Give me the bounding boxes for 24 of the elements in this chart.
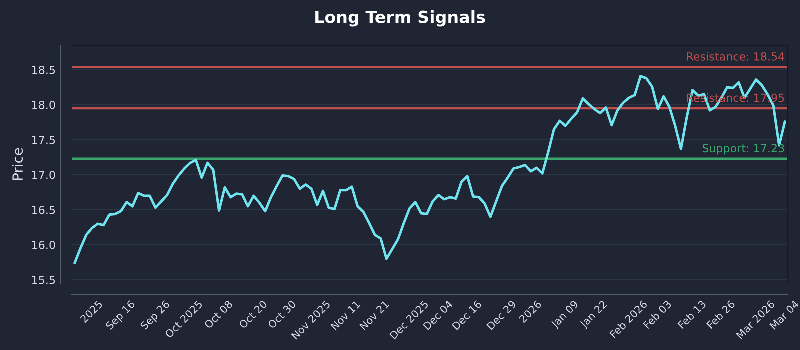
x-tick-label: Nov 11 bbox=[330, 300, 361, 331]
chart-title: Long Term Signals bbox=[316, 10, 486, 27]
x-tick-label: Dec 16 bbox=[452, 300, 482, 330]
x-tick-label: Dec 29 bbox=[486, 300, 517, 330]
x-tick-label: Jan 22 bbox=[579, 300, 609, 330]
x-tick-label: Nov 21 bbox=[359, 300, 390, 331]
x-tick-label: Oct 30 bbox=[268, 300, 297, 330]
x-tick-label: Jan 09 bbox=[550, 300, 580, 330]
y-axis-title: Price bbox=[12, 148, 24, 180]
y-tick-label: 18.0 bbox=[32, 100, 56, 110]
line-series bbox=[74, 75, 786, 264]
ref-line-label: Resistance: 18.54 bbox=[687, 52, 784, 61]
x-tick-label: Feb 26 bbox=[706, 300, 736, 330]
ref-line-label: Support: 17.23 bbox=[702, 144, 784, 155]
y-tick-label: 18.5 bbox=[32, 66, 56, 74]
y-tick-label: 17.5 bbox=[32, 136, 56, 144]
x-tick-label: Oct 08 bbox=[204, 300, 234, 330]
y-tick-label: 17.0 bbox=[32, 170, 56, 180]
x-tick-label: Feb 13 bbox=[678, 300, 707, 330]
y-tick-label: 15.5 bbox=[32, 276, 56, 284]
y-tick-label: 16.5 bbox=[32, 206, 56, 214]
y-tick-label: 16.0 bbox=[32, 240, 56, 250]
x-tick-label: Sep 16 bbox=[105, 300, 137, 332]
x-tick-label: Oct 20 bbox=[238, 300, 268, 330]
